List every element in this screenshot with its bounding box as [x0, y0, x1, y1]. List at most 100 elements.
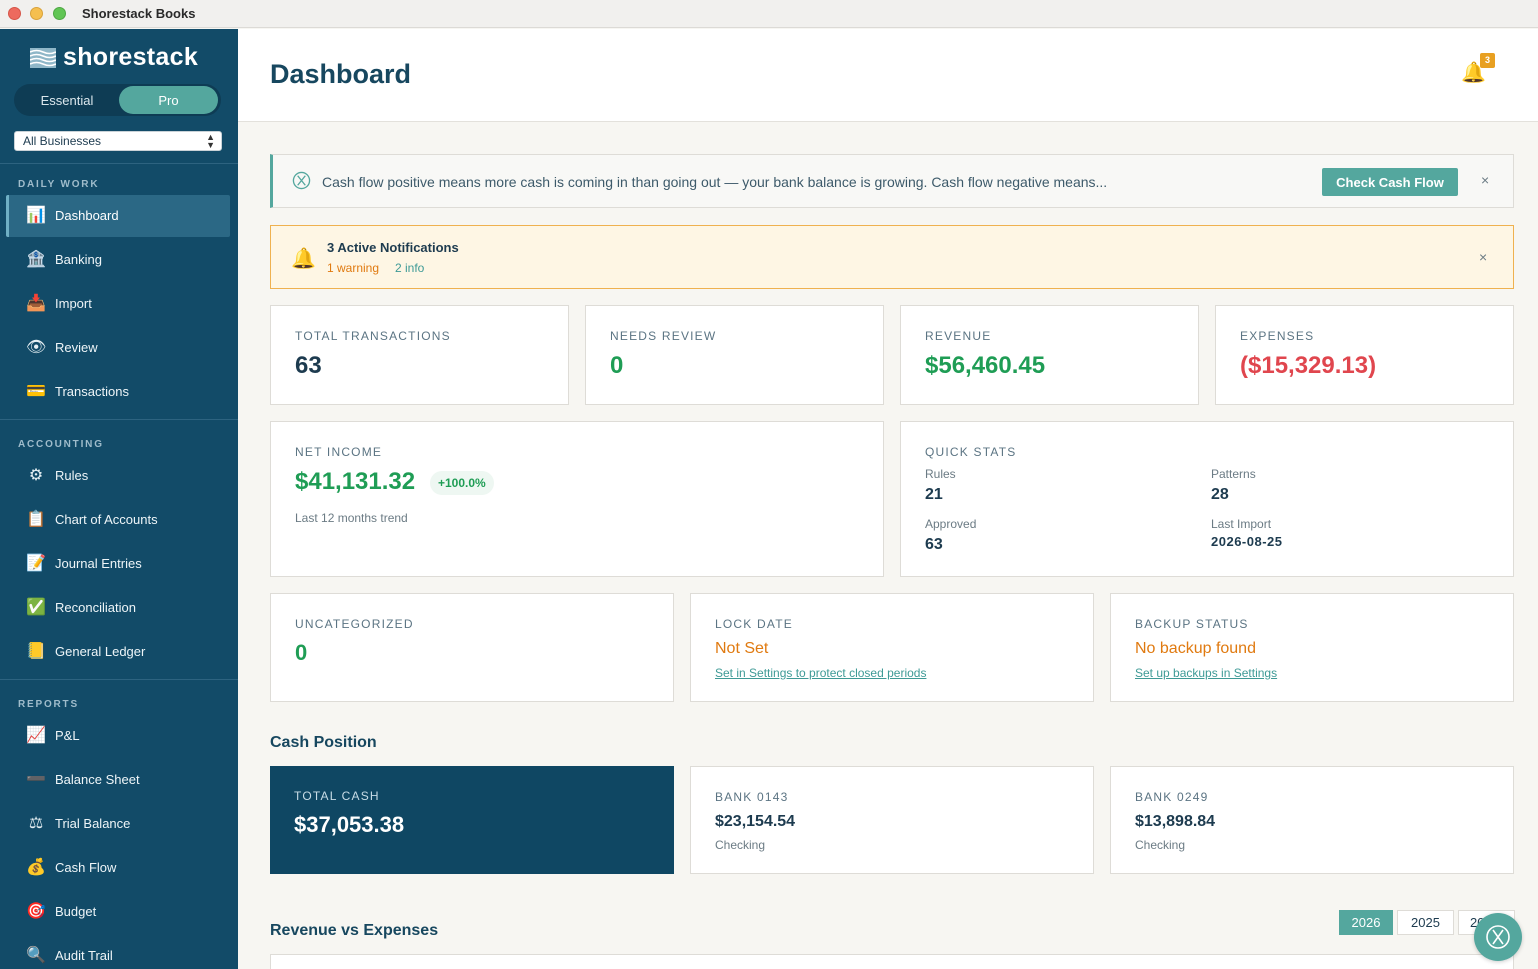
net-income-change-badge: +100.0%: [430, 471, 494, 495]
sidebar-item-budget[interactable]: 🎯 Budget: [6, 891, 230, 933]
sidebar-item-transactions[interactable]: 💳 Transactions: [6, 371, 230, 413]
revenue-card[interactable]: REVENUE $56,460.45: [900, 305, 1199, 405]
warning-count[interactable]: 1 warning: [327, 261, 380, 275]
sidebar-item-banking[interactable]: 🏦 Banking: [6, 239, 230, 281]
scales-icon: ⚖: [28, 815, 44, 832]
check-mark-icon: ✅: [26, 599, 46, 616]
sidebar-item-import[interactable]: 📥 Import: [6, 283, 230, 325]
sidebar-item-label: Banking: [55, 252, 102, 267]
patterns-value: 28: [1211, 486, 1229, 503]
magnifier-icon: 🔍: [26, 947, 46, 964]
credit-card-icon: 💳: [26, 383, 46, 400]
revenue-vs-expenses-chart: [270, 954, 1514, 969]
ledger-icon: 📒: [26, 643, 46, 660]
needs-review-card[interactable]: NEEDS REVIEW 0: [585, 305, 884, 405]
close-window-button[interactable]: [8, 7, 21, 20]
card-label: UNCATEGORIZED: [295, 617, 414, 631]
check-cash-flow-button[interactable]: Check Cash Flow: [1322, 168, 1458, 196]
plan-essential-button[interactable]: Essential: [40, 92, 94, 108]
eye-icon: 👁: [26, 339, 47, 356]
trend-subtitle: Last 12 months trend: [295, 511, 408, 525]
card-label: REVENUE: [925, 329, 992, 343]
rules-value: 21: [925, 486, 943, 503]
lock-date-card: LOCK DATE Not Set Set in Settings to pro…: [690, 593, 1094, 702]
sidebar-item-journal-entries[interactable]: 📝 Journal Entries: [6, 543, 230, 585]
sidebar-item-balance-sheet[interactable]: ➖ Balance Sheet: [6, 759, 230, 801]
notification-count-badge: 3: [1480, 53, 1495, 68]
card-label: QUICK STATS: [925, 445, 1017, 459]
sidebar-item-label: Review: [55, 340, 98, 355]
minimize-window-button[interactable]: [30, 7, 43, 20]
card-label: NET INCOME: [295, 445, 383, 459]
shorestack-mark-icon: [1486, 925, 1510, 949]
rules-label: Rules: [925, 467, 956, 481]
zoom-window-button[interactable]: [53, 7, 66, 20]
notifications-title: 3 Active Notifications: [327, 240, 459, 255]
clipboard-icon: 📋: [26, 511, 46, 528]
sidebar-item-trial-balance[interactable]: ⚖ Trial Balance: [6, 803, 230, 845]
sidebar-item-label: General Ledger: [55, 644, 146, 659]
card-label: TOTAL TRANSACTIONS: [295, 329, 451, 343]
bank-balance: $23,154.54: [715, 813, 796, 830]
plan-pro-button[interactable]: Pro: [119, 86, 218, 114]
bank-account-card[interactable]: BANK 0249 $13,898.84 Checking: [1110, 766, 1514, 874]
sidebar-divider: [0, 679, 238, 680]
expenses-card[interactable]: EXPENSES ($15,329.13): [1215, 305, 1514, 405]
sidebar-item-label: Cash Flow: [55, 860, 117, 875]
backup-status: No backup found: [1135, 640, 1256, 657]
sidebar-item-general-ledger[interactable]: 📒 General Ledger: [6, 631, 230, 673]
sidebar-item-label: Trial Balance: [55, 816, 131, 831]
sidebar-item-label: Budget: [55, 904, 97, 919]
sidebar-item-dashboard[interactable]: 📊 Dashboard: [6, 195, 230, 237]
bank-account-card[interactable]: BANK 0143 $23,154.54 Checking: [690, 766, 1094, 874]
card-value: $56,460.45: [925, 352, 1046, 379]
sidebar-item-label: Chart of Accounts: [55, 512, 158, 527]
card-value: 0: [610, 352, 624, 379]
sidebar-item-audit-trail[interactable]: 🔍 Audit Trail: [6, 935, 230, 969]
sidebar-item-pnl[interactable]: 📈 P&L: [6, 715, 230, 757]
shorestack-mark-icon: [292, 171, 311, 190]
quick-stats-card: QUICK STATS Rules 21 Patterns 28 Approve…: [900, 421, 1514, 577]
business-select[interactable]: All Businesses ▲ ▼: [14, 131, 222, 151]
cash-flow-tip-banner: Cash flow positive means more cash is co…: [270, 154, 1514, 208]
sidebar-item-label: Audit Trail: [55, 948, 113, 963]
memo-icon: 📝: [26, 555, 46, 572]
close-icon[interactable]: ×: [1479, 249, 1488, 265]
card-value: 0: [295, 640, 308, 665]
lock-date-settings-link[interactable]: Set in Settings to protect closed period…: [715, 666, 927, 680]
sidebar-item-label: Balance Sheet: [55, 772, 140, 787]
card-label: NEEDS REVIEW: [610, 329, 717, 343]
sidebar-item-label: Rules: [55, 468, 89, 483]
assistant-button[interactable]: [1474, 913, 1522, 961]
close-icon[interactable]: ×: [1481, 172, 1490, 188]
total-transactions-card[interactable]: TOTAL TRANSACTIONS 63: [270, 305, 569, 405]
card-value: ($15,329.13): [1240, 352, 1377, 379]
sidebar-item-chart-of-accounts[interactable]: 📋 Chart of Accounts: [6, 499, 230, 541]
bank-icon: 🏦: [26, 251, 46, 268]
info-count[interactable]: 2 info: [395, 261, 425, 275]
cash-position-title: Cash Position: [270, 734, 377, 751]
sidebar-item-review[interactable]: 👁 Review: [6, 327, 230, 369]
window-title-bar: Shorestack Books: [0, 0, 1538, 28]
brand-name: shorestack: [63, 43, 199, 71]
window-title: Shorestack Books: [82, 6, 196, 21]
sidebar-item-label: Transactions: [55, 384, 129, 399]
approved-label: Approved: [925, 517, 977, 531]
sidebar-item-cash-flow[interactable]: 💰 Cash Flow: [6, 847, 230, 889]
backup-settings-link[interactable]: Set up backups in Settings: [1135, 666, 1278, 680]
year-2025-button[interactable]: 2025: [1397, 910, 1454, 935]
card-label: EXPENSES: [1240, 329, 1315, 343]
sidebar-item-rules[interactable]: ⚙ Rules: [6, 455, 230, 497]
bank-type: Checking: [715, 838, 766, 852]
card-label: LOCK DATE: [715, 617, 793, 631]
year-2026-button[interactable]: 2026: [1339, 910, 1393, 935]
bell-icon[interactable]: 🔔: [1461, 62, 1486, 84]
sidebar: shorestack Essential Pro All Businesses …: [0, 29, 238, 969]
uncategorized-card[interactable]: UNCATEGORIZED 0: [270, 593, 674, 702]
business-select-value: All Businesses: [23, 134, 102, 148]
page-title: Dashboard: [270, 59, 412, 89]
sidebar-item-reconciliation[interactable]: ✅ Reconciliation: [6, 587, 230, 629]
sidebar-item-label: Import: [55, 296, 92, 311]
card-label: BACKUP STATUS: [1135, 617, 1249, 631]
card-label: TOTAL CASH: [294, 789, 380, 803]
